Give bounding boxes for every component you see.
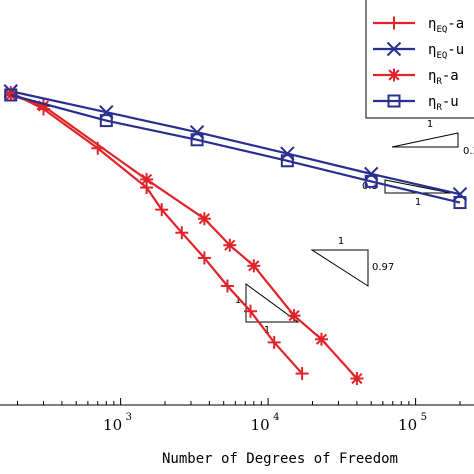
series-line (10, 93, 461, 204)
series-line (10, 90, 461, 196)
legend-marker (387, 94, 401, 108)
series-line (10, 91, 303, 375)
data-point (99, 104, 114, 120)
x-tick-exponent: 3 (126, 412, 132, 423)
data-point (452, 187, 468, 202)
data-point (280, 146, 295, 161)
x-tick-label: 10 (398, 416, 417, 434)
x-tick-label: 10 (103, 416, 122, 434)
data-point (4, 88, 18, 102)
data-point (190, 133, 204, 147)
series-2 (3, 84, 468, 202)
slope-triangle (245, 283, 300, 323)
legend-item: ηR-u (373, 94, 459, 113)
x-tick-exponent: 4 (273, 412, 279, 423)
legend-item: ηR-a (373, 68, 459, 87)
slope-run-label: 1 (338, 236, 344, 247)
data-point (295, 367, 309, 381)
data-point (267, 335, 281, 349)
data-point (314, 332, 328, 346)
legend-label: ηR-u (428, 94, 459, 113)
slope-triangle (310, 249, 369, 287)
x-axis-label: Number of Degrees of Freedom (162, 451, 398, 467)
series-group (3, 84, 468, 386)
data-point (140, 172, 154, 186)
data-point (99, 114, 113, 128)
x-axis-ticks: 10 3 10 4 10 5 (17, 398, 461, 434)
data-point (220, 279, 234, 293)
data-point (155, 203, 169, 217)
legend-marker (387, 68, 401, 82)
data-point (453, 196, 467, 210)
data-point (363, 166, 379, 182)
data-point (244, 304, 258, 318)
slope-run-label: 1 (264, 325, 270, 336)
legend-marker (387, 16, 401, 30)
data-point (223, 238, 237, 252)
data-point (189, 124, 205, 140)
series-3 (4, 88, 364, 386)
data-point (197, 212, 211, 226)
series-4 (4, 88, 467, 210)
data-point (287, 309, 301, 323)
slope-triangle (391, 132, 459, 148)
x-tick-label: 10 (251, 416, 270, 434)
data-point (280, 154, 294, 168)
slope-rise-label: 0.3 (463, 146, 474, 157)
data-point (197, 251, 211, 265)
slope-rise-label: 1 (235, 295, 241, 306)
data-point (247, 259, 261, 273)
slope-run-label: 1 (415, 197, 421, 208)
slope-rise-label: 0.97 (372, 262, 394, 273)
legend-marker (386, 41, 402, 57)
x-tick-exponent: 5 (421, 412, 427, 423)
data-point (364, 174, 378, 188)
data-point (350, 372, 364, 386)
data-point (175, 226, 189, 240)
legend-box (365, 0, 474, 119)
legend-label: ηR-a (428, 68, 459, 87)
slope-run-label: 1 (427, 119, 433, 130)
